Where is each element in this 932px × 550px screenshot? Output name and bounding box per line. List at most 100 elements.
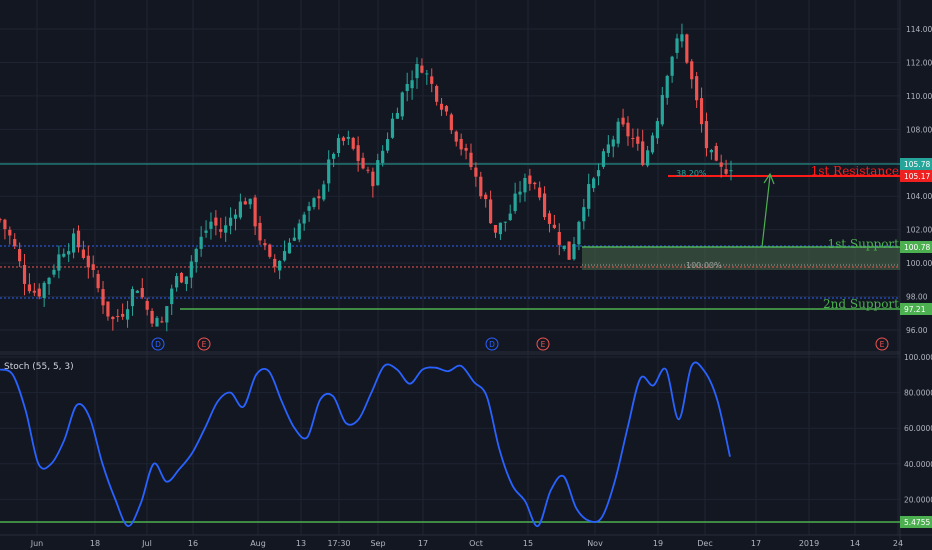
candle-body[interactable] xyxy=(351,137,355,149)
event-marker[interactable] xyxy=(197,337,211,351)
candle-body[interactable] xyxy=(116,315,120,317)
candle-body[interactable] xyxy=(361,157,365,169)
candle-body[interactable] xyxy=(194,248,198,263)
candle-body[interactable] xyxy=(42,282,46,298)
candle-body[interactable] xyxy=(0,219,2,221)
candle-body[interactable] xyxy=(292,237,296,241)
candle-body[interactable] xyxy=(47,277,51,285)
candle-body[interactable] xyxy=(631,138,635,140)
candle-body[interactable] xyxy=(263,243,267,246)
candle-body[interactable] xyxy=(27,284,32,292)
candle-body[interactable] xyxy=(96,273,100,289)
candle-body[interactable] xyxy=(219,229,223,232)
candle-body[interactable] xyxy=(636,136,640,144)
candle-body[interactable] xyxy=(111,316,115,320)
candle-body[interactable] xyxy=(302,214,306,224)
candle-body[interactable] xyxy=(533,182,537,185)
candle-body[interactable] xyxy=(165,306,169,323)
candle-body[interactable] xyxy=(37,288,41,297)
candle-body[interactable] xyxy=(366,169,370,171)
candle-body[interactable] xyxy=(435,86,439,102)
candle-body[interactable] xyxy=(675,38,679,53)
candle-body[interactable] xyxy=(76,230,81,248)
candle-body[interactable] xyxy=(71,233,76,253)
candle-body[interactable] xyxy=(150,310,154,324)
candle-body[interactable] xyxy=(106,301,110,317)
candle-body[interactable] xyxy=(513,193,517,212)
candle-body[interactable] xyxy=(523,178,527,193)
support-2-label[interactable]: 2nd Support xyxy=(823,297,899,311)
candle-body[interactable] xyxy=(356,145,360,161)
candle-body[interactable] xyxy=(3,219,7,230)
candle-body[interactable] xyxy=(479,176,483,197)
candle-body[interactable] xyxy=(297,223,301,240)
candle-body[interactable] xyxy=(287,242,292,254)
candle-body[interactable] xyxy=(140,288,144,298)
candle-body[interactable] xyxy=(709,149,713,153)
candle-body[interactable] xyxy=(493,224,498,233)
candle-body[interactable] xyxy=(572,244,576,260)
candle-body[interactable] xyxy=(400,92,404,117)
candle-body[interactable] xyxy=(562,245,566,250)
candle-body[interactable] xyxy=(587,184,591,209)
candle-body[interactable] xyxy=(238,201,242,218)
candle-body[interactable] xyxy=(680,34,684,42)
candles[interactable] xyxy=(0,23,733,332)
candle-body[interactable] xyxy=(8,229,12,236)
candle-body[interactable] xyxy=(660,94,664,125)
stoch-line[interactable] xyxy=(0,361,731,527)
candle-body[interactable] xyxy=(282,251,287,261)
candle-body[interactable] xyxy=(121,313,125,317)
candle-body[interactable] xyxy=(199,236,203,249)
candle-body[interactable] xyxy=(209,221,213,229)
candle-body[interactable] xyxy=(464,147,468,151)
candle-body[interactable] xyxy=(385,139,390,151)
candle-body[interactable] xyxy=(312,198,316,207)
candle-body[interactable] xyxy=(346,136,350,139)
candle-body[interactable] xyxy=(86,255,90,268)
candle-body[interactable] xyxy=(567,241,571,260)
candle-body[interactable] xyxy=(317,196,321,199)
candle-body[interactable] xyxy=(175,276,179,288)
candle-body[interactable] xyxy=(557,232,561,245)
candle-body[interactable] xyxy=(52,269,56,275)
candle-body[interactable] xyxy=(645,150,650,166)
candle-body[interactable] xyxy=(592,178,596,189)
candle-body[interactable] xyxy=(430,76,434,84)
candle-body[interactable] xyxy=(552,224,556,228)
candle-body[interactable] xyxy=(189,261,193,278)
candle-body[interactable] xyxy=(410,80,414,89)
candle-body[interactable] xyxy=(91,264,95,270)
candle-body[interactable] xyxy=(371,171,375,187)
candle-body[interactable] xyxy=(641,141,645,165)
candle-body[interactable] xyxy=(130,289,135,307)
candle-body[interactable] xyxy=(449,114,453,131)
candle-body[interactable] xyxy=(278,260,282,271)
candle-body[interactable] xyxy=(611,139,615,147)
candle-body[interactable] xyxy=(81,249,86,258)
candle-body[interactable] xyxy=(22,265,27,284)
candle-body[interactable] xyxy=(125,309,130,320)
candle-body[interactable] xyxy=(233,214,238,219)
candle-body[interactable] xyxy=(724,169,728,174)
candle-body[interactable] xyxy=(101,289,105,306)
target-arrow[interactable] xyxy=(761,175,771,248)
event-marker[interactable] xyxy=(485,337,499,351)
candle-body[interactable] xyxy=(67,251,71,255)
candle-body[interactable] xyxy=(518,191,522,195)
candle-body[interactable] xyxy=(425,73,429,75)
candle-body[interactable] xyxy=(160,321,164,323)
support-1-label[interactable]: 1st Support xyxy=(827,237,899,251)
candle-body[interactable] xyxy=(528,175,532,184)
candle-body[interactable] xyxy=(243,201,247,205)
candle-body[interactable] xyxy=(582,207,586,222)
candle-body[interactable] xyxy=(542,193,547,218)
candle-body[interactable] xyxy=(228,217,233,226)
candle-body[interactable] xyxy=(204,230,208,233)
candle-body[interactable] xyxy=(258,222,262,241)
candle-body[interactable] xyxy=(32,290,36,293)
event-marker[interactable] xyxy=(875,337,889,351)
candle-body[interactable] xyxy=(489,199,493,224)
candle-body[interactable] xyxy=(714,145,718,161)
